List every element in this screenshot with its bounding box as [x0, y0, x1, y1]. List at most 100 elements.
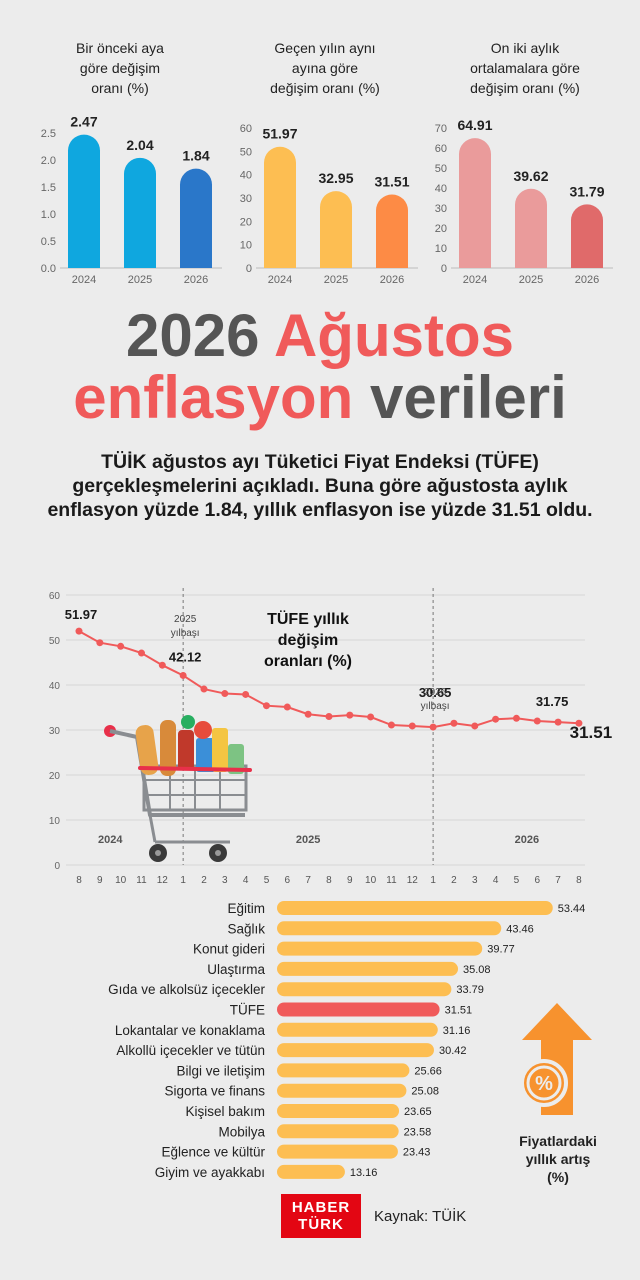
- mini-y-tick: 70: [435, 123, 447, 135]
- category-bar: [277, 1043, 434, 1058]
- mini-title-line: oranı (%): [91, 80, 149, 96]
- cpi-data-point: [408, 722, 416, 730]
- category-label: Lokantalar ve konaklama: [115, 1023, 266, 1038]
- x-tick-label: 3: [472, 875, 478, 886]
- category-label: Bilgi ve iletişim: [176, 1063, 265, 1078]
- category-value-label: 25.66: [414, 1065, 442, 1077]
- mini-x-tick: 2025: [128, 274, 152, 286]
- category-value-label: 39.77: [487, 944, 515, 956]
- year-label: 2025: [296, 834, 320, 846]
- category-label: Gıda ve alkolsüz içecekler: [108, 982, 265, 997]
- marker-2026-label: 2026: [424, 687, 447, 698]
- logo-line: TÜRK: [298, 1216, 344, 1233]
- mini-x-tick: 2025: [324, 274, 348, 286]
- cpi-data-point: [325, 713, 333, 720]
- mini-y-tick: 30: [240, 193, 252, 205]
- cpi-data-point: [533, 717, 541, 725]
- x-tick-label: 10: [365, 875, 377, 886]
- cpi-data-point: [575, 719, 583, 727]
- mini-y-tick: 20: [435, 223, 447, 235]
- mini-bar: [180, 168, 212, 268]
- mini-bar-value-label: 1.84: [182, 148, 209, 164]
- x-tick-label: 12: [157, 875, 169, 886]
- cpi-data-point: [304, 710, 312, 718]
- cpi-data-point: [262, 702, 270, 710]
- category-label: Sigorta ve finans: [164, 1084, 265, 1099]
- y-tick-label: 20: [49, 771, 61, 782]
- cpi-data-point: [75, 627, 83, 635]
- x-tick-label: 5: [264, 875, 270, 886]
- mini-bar-value-label: 2.47: [70, 114, 97, 130]
- x-tick-label: 8: [576, 875, 582, 886]
- y-tick-label: 30: [49, 726, 61, 737]
- category-value-label: 23.65: [404, 1106, 432, 1118]
- mini-x-tick: 2025: [519, 274, 543, 286]
- category-value-label: 33.79: [456, 984, 484, 996]
- headline-line-1: 2026 Ağustos: [0, 306, 640, 366]
- category-bar: [277, 982, 452, 997]
- category-label: Konut gideri: [193, 942, 265, 957]
- category-bar: [277, 1124, 399, 1139]
- category-value-label: 31.51: [445, 1005, 473, 1017]
- mini-title-line: değişim oranı (%): [270, 80, 380, 96]
- x-tick-label: 1: [180, 875, 186, 886]
- category-bar: [277, 1002, 440, 1017]
- mini-x-tick: 2026: [380, 274, 404, 286]
- category-value-label: 25.08: [411, 1086, 439, 1098]
- category-bar: [277, 1164, 345, 1179]
- category-bar: [277, 1083, 407, 1098]
- mini-y-tick: 60: [435, 143, 447, 155]
- mini-bar: [376, 194, 408, 268]
- cpi-data-point: [450, 719, 458, 727]
- x-tick-label: 7: [555, 875, 561, 886]
- category-value-label: 43.46: [506, 923, 534, 935]
- cpi-data-point: [96, 639, 104, 647]
- mini-bar: [515, 188, 547, 268]
- cpi-data-point: [158, 661, 166, 669]
- mini-title-line: On iki aylık: [490, 40, 560, 56]
- haberturk-logo: HABER TÜRK: [281, 1194, 361, 1238]
- y-tick-label: 40: [49, 681, 61, 692]
- line-chart-title: oranları (%): [264, 653, 352, 670]
- mini-bar-value-label: 31.51: [374, 173, 409, 189]
- cpi-point-label: 42.12: [169, 649, 202, 664]
- category-label: Alkollü içecekler ve tütün: [116, 1043, 265, 1058]
- category-label: Sağlık: [227, 921, 265, 936]
- mini-bar: [124, 157, 156, 268]
- mini-title-line: Geçen yılın aynı: [274, 40, 376, 56]
- mini-y-tick: 10: [435, 243, 447, 255]
- category-bar: [277, 901, 553, 915]
- cpi-data-point: [387, 721, 395, 729]
- x-tick-label: 10: [115, 875, 127, 886]
- category-value-label: 23.43: [403, 1147, 431, 1159]
- cpi-data-point: [554, 718, 562, 726]
- y-tick-label: 0: [54, 861, 60, 872]
- category-bar: [277, 921, 502, 936]
- mini-y-tick: 2.0: [41, 155, 56, 167]
- category-label: TÜFE: [230, 1003, 265, 1018]
- x-tick-label: 6: [285, 875, 291, 886]
- mini-bar: [571, 204, 603, 268]
- category-label: Eğitim: [227, 901, 265, 916]
- year-label: 2024: [98, 834, 123, 846]
- headline-month: Ağustos: [273, 302, 514, 369]
- cpi-point-label: 31.75: [536, 694, 569, 709]
- cpi-data-point: [492, 715, 500, 723]
- mini-title-line: değişim oranı (%): [470, 80, 580, 96]
- x-tick-label: 12: [407, 875, 419, 886]
- percent-up-arrow-icon: %: [520, 1003, 592, 1115]
- headline-word-enflasyon: enflasyon: [73, 364, 354, 431]
- mini-bar-charts: 0.0 0.5 1.0 1.5 2.0 2.5 2.47 2024 2.04 2025 1.84 20…: [41, 114, 613, 286]
- category-bar: [277, 1144, 398, 1159]
- mini-bar: [68, 134, 100, 268]
- logo-line: HABER: [291, 1199, 351, 1216]
- category-label: Ulaştırma: [207, 962, 265, 977]
- mini-x-tick: 2026: [575, 274, 599, 286]
- marker-2025-label: 2025: [174, 614, 197, 625]
- category-value-label: 35.08: [463, 964, 491, 976]
- mini-y-tick: 30: [435, 203, 447, 215]
- mini-title-line: Bir önceki aya: [76, 40, 164, 56]
- cpi-data-point: [221, 690, 229, 698]
- category-bar-chart: Eğitim 53.44 Sağlık 43.46 Konut gideri 39.77 U…: [108, 901, 585, 1180]
- shopping-cart-icon: [104, 715, 252, 862]
